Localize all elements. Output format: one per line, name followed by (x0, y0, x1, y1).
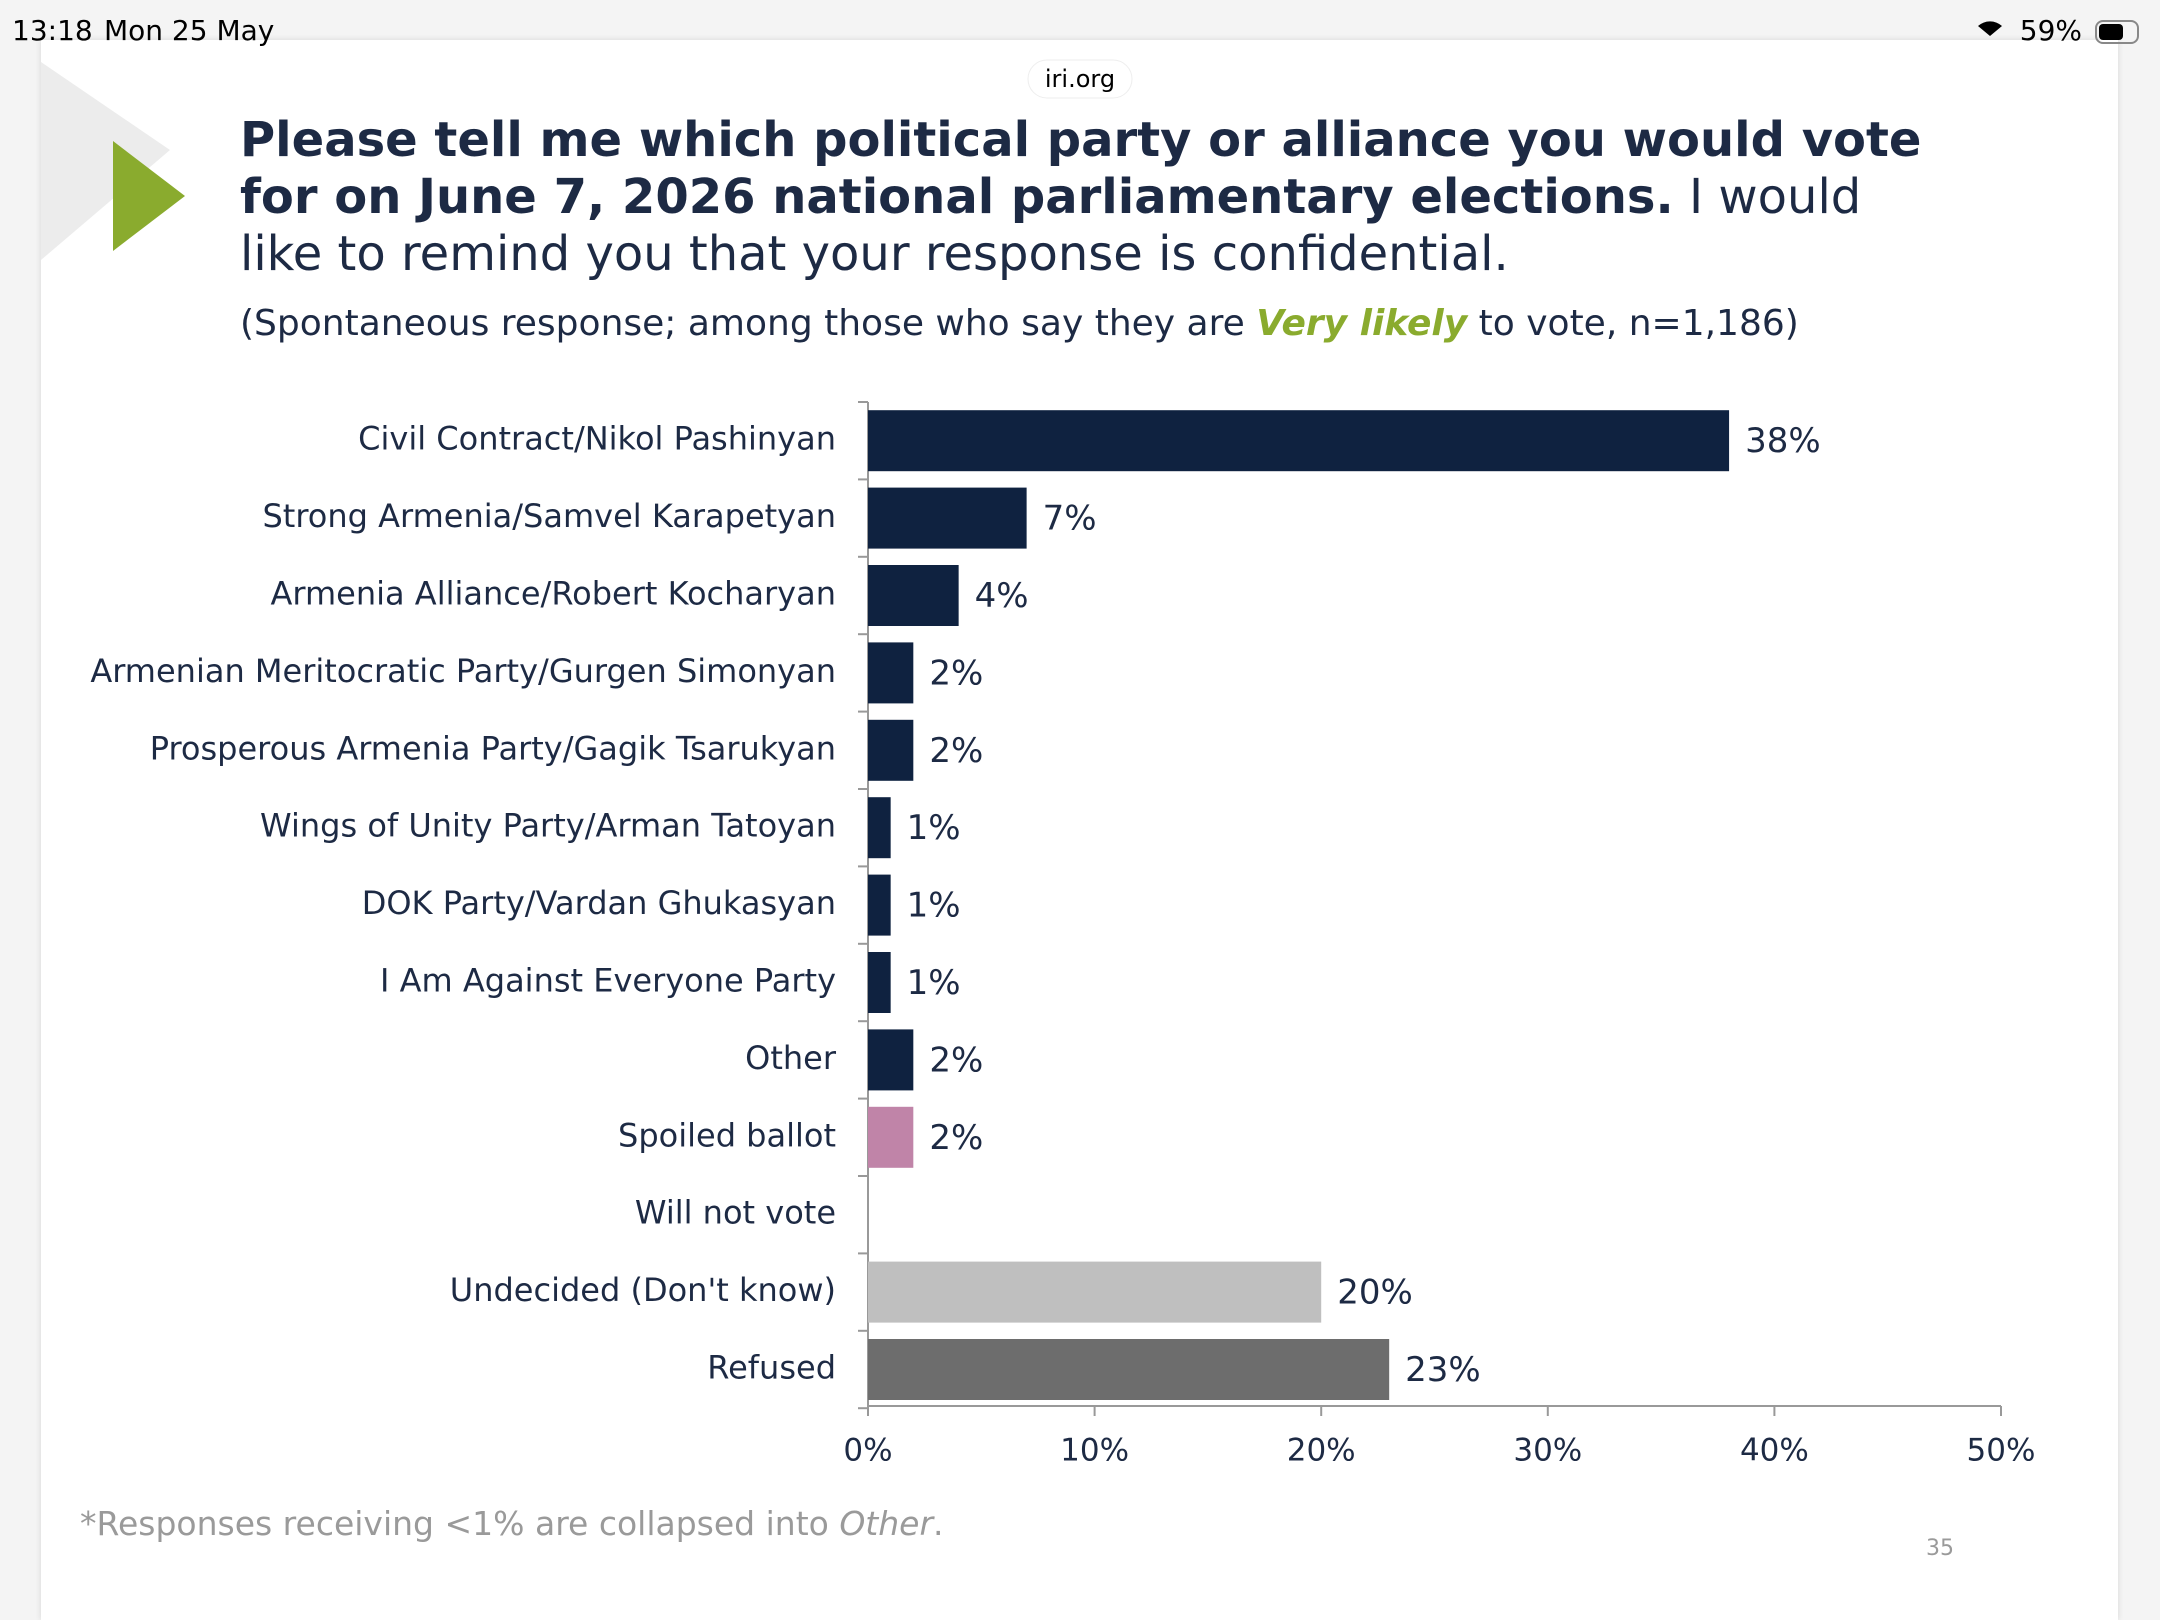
decor-triangle (41, 62, 170, 260)
category-label: DOK Party/Vardan Ghukasyan (362, 884, 836, 922)
battery-level (2099, 24, 2123, 40)
bar (868, 410, 1730, 472)
chart-subtitle: (Spontaneous response; among those who s… (240, 303, 1799, 344)
subtitle-emphasis: Very likely (1256, 303, 1468, 344)
category-label: Undecided (Don't know) (450, 1271, 836, 1309)
x-tick-label: 0% (843, 1433, 892, 1469)
bar (868, 1339, 1390, 1400)
category-label: Prosperous Armenia Party/Gagik Tsarukyan (150, 729, 836, 767)
value-label: 4% (975, 576, 1029, 616)
category-label: Other (745, 1039, 837, 1077)
value-label: 1% (907, 963, 961, 1003)
value-label: 2% (929, 653, 983, 693)
bar (868, 1029, 914, 1091)
value-label: 2% (929, 1040, 983, 1080)
accent-triangle (113, 141, 185, 251)
category-label: I Am Against Everyone Party (380, 962, 836, 1000)
category-label: Armenian Meritocratic Party/Gurgen Simon… (90, 652, 836, 690)
footnote-end: . (933, 1504, 944, 1543)
bar (868, 1261, 1322, 1323)
battery-icon (2095, 20, 2139, 44)
bar (868, 797, 891, 859)
x-tick-label: 30% (1513, 1433, 1582, 1469)
chart-title: Please tell me which political party or … (240, 112, 1940, 283)
bar (868, 1106, 914, 1168)
x-tick-label: 50% (1967, 1433, 2036, 1469)
category-label: Spoiled ballot (618, 1116, 836, 1154)
value-label: 38% (1745, 421, 1821, 461)
category-label: Armenia Alliance/Robert Kocharyan (271, 575, 837, 613)
bar (868, 487, 1027, 549)
status-time: 13:18 (12, 14, 93, 47)
subtitle-end: to vote, n=1,186) (1478, 303, 1799, 344)
url-pill[interactable] (1027, 59, 1133, 99)
footnote-start: *Responses receiving <1% are collapsed i… (80, 1504, 829, 1543)
category-label: Wings of Unity Party/Arman Tatoyan (260, 807, 836, 845)
value-label: 2% (929, 731, 983, 771)
status-battery: 59% (2020, 14, 2082, 47)
value-label: 1% (907, 886, 961, 926)
bar (868, 952, 891, 1013)
category-label: Will not vote (635, 1194, 836, 1232)
x-tick-label: 20% (1287, 1433, 1356, 1469)
value-label: 23% (1405, 1350, 1481, 1390)
title-rest: I would like to remind you that your res… (240, 169, 1862, 282)
bar (868, 642, 914, 704)
status-date: Mon 25 May (104, 14, 274, 47)
category-label: Refused (707, 1349, 836, 1387)
x-tick-label: 40% (1740, 1433, 1809, 1469)
value-label: 1% (907, 808, 961, 848)
value-label: 7% (1043, 499, 1097, 539)
wifi-icon (1978, 21, 2002, 36)
footnote-emphasis: Other (839, 1504, 934, 1543)
subtitle-start: (Spontaneous response; among those who s… (240, 303, 1245, 344)
footnote: *Responses receiving <1% are collapsed i… (80, 1504, 944, 1543)
value-label: 20% (1337, 1273, 1413, 1313)
bar (868, 565, 959, 626)
category-label: Strong Armenia/Samvel Karapetyan (262, 497, 836, 535)
bar (868, 719, 914, 781)
page-number: 35 (1926, 1536, 1954, 1561)
url[interactable]: iri.org (1045, 65, 1115, 93)
value-label: 2% (929, 1118, 983, 1158)
title-bold: Please tell me which political party or … (240, 112, 1922, 225)
bar (868, 874, 891, 936)
category-label: Civil Contract/Nikol Pashinyan (358, 420, 836, 458)
x-tick-label: 10% (1060, 1433, 1129, 1469)
